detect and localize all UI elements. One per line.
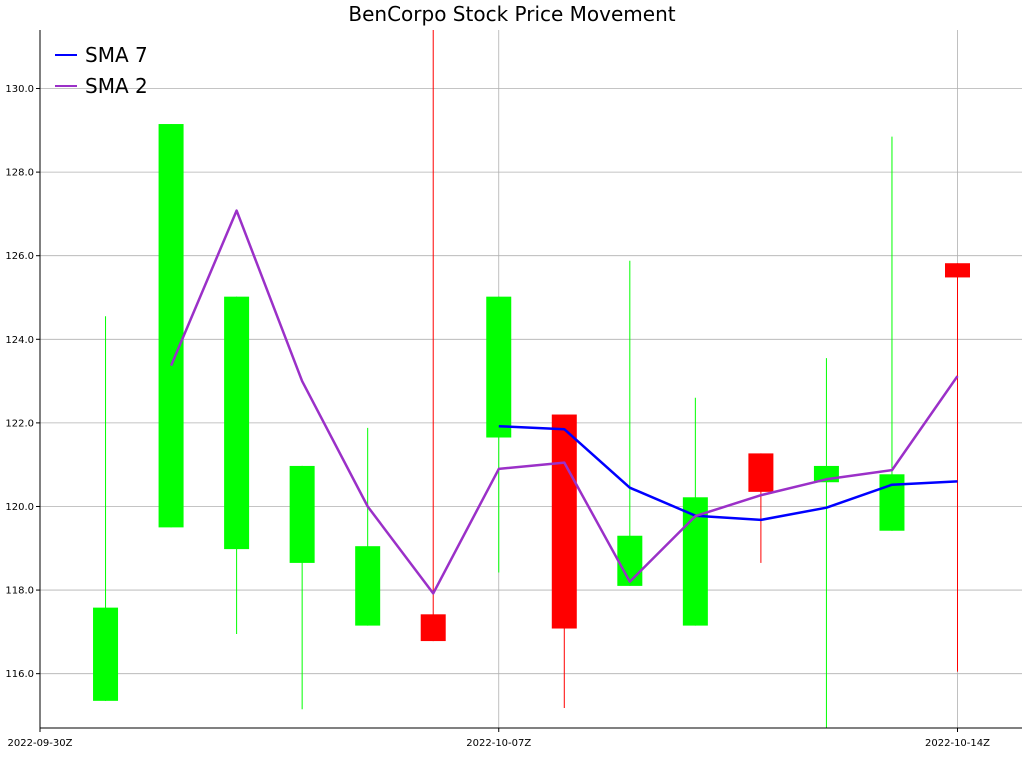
sma-line-sma-7 bbox=[498, 424, 958, 522]
candle-body-down bbox=[551, 414, 577, 629]
candle-body-down bbox=[748, 453, 774, 492]
y-tick-label: 120.0 bbox=[5, 502, 34, 513]
sma-lines bbox=[169, 209, 959, 595]
sma-line-sma-2 bbox=[169, 209, 959, 595]
grid-lines bbox=[40, 30, 1022, 728]
legend: SMA 7 SMA 2 bbox=[55, 43, 148, 98]
candle-body-up bbox=[682, 497, 708, 626]
candle-body-up bbox=[879, 474, 905, 531]
x-tick-label: 2022-10-14Z bbox=[925, 738, 990, 749]
candle-body-up bbox=[224, 296, 250, 550]
candle-body-down bbox=[420, 614, 446, 642]
candle-body-up bbox=[93, 607, 119, 701]
candle-body-up bbox=[486, 296, 512, 438]
candle-body-up bbox=[355, 546, 381, 626]
candles bbox=[93, 30, 970, 728]
y-tick-label: 122.0 bbox=[5, 418, 34, 429]
y-tick-label: 124.0 bbox=[5, 335, 34, 346]
x-tick-label: 2022-09-30Z bbox=[8, 738, 73, 749]
candle-body-up bbox=[158, 124, 184, 528]
y-tick-label: 118.0 bbox=[5, 586, 34, 597]
x-tick-label: 2022-10-07Z bbox=[466, 738, 531, 749]
y-tick-label: 116.0 bbox=[5, 669, 34, 680]
candle-body-up bbox=[289, 465, 315, 563]
legend-label: SMA 2 bbox=[85, 74, 148, 98]
axes: 116.0 118.0 120.0 122.0 124.0 126.0 128.0 130.0… bbox=[5, 30, 1022, 749]
chart-title: BenCorpo Stock Price Movement bbox=[348, 2, 676, 26]
candle-body-up bbox=[617, 535, 643, 586]
y-tick-label: 126.0 bbox=[5, 251, 34, 262]
y-tick-label: 128.0 bbox=[5, 168, 34, 179]
y-tick-label: 130.0 bbox=[5, 84, 34, 95]
legend-label: SMA 7 bbox=[85, 43, 148, 67]
candle-body-down bbox=[945, 263, 970, 278]
